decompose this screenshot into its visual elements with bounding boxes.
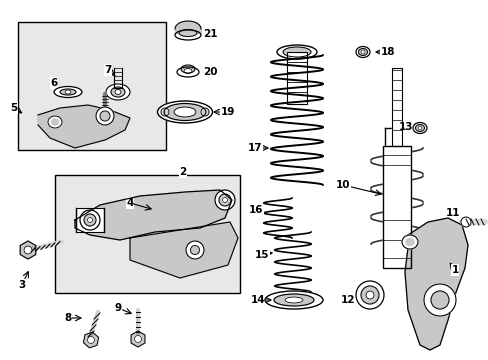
Ellipse shape xyxy=(185,241,203,259)
Text: 7: 7 xyxy=(104,65,111,75)
Ellipse shape xyxy=(87,217,92,222)
Text: 1: 1 xyxy=(450,265,458,275)
Ellipse shape xyxy=(355,46,369,58)
Ellipse shape xyxy=(87,337,94,343)
Ellipse shape xyxy=(430,291,448,309)
Ellipse shape xyxy=(115,90,121,94)
Text: 21: 21 xyxy=(203,29,217,39)
Ellipse shape xyxy=(283,47,310,57)
Text: 2: 2 xyxy=(179,167,186,177)
Ellipse shape xyxy=(106,84,130,100)
Ellipse shape xyxy=(181,65,195,73)
Ellipse shape xyxy=(161,108,169,116)
Ellipse shape xyxy=(65,90,71,94)
Ellipse shape xyxy=(134,336,141,342)
Ellipse shape xyxy=(203,110,206,114)
Bar xyxy=(382,146,410,268)
Text: 3: 3 xyxy=(19,280,25,290)
Text: 16: 16 xyxy=(248,205,263,215)
Ellipse shape xyxy=(460,217,470,227)
Text: 19: 19 xyxy=(221,107,235,117)
Ellipse shape xyxy=(111,87,125,97)
Text: 14: 14 xyxy=(250,295,265,305)
Ellipse shape xyxy=(54,86,82,98)
Ellipse shape xyxy=(276,45,316,59)
Ellipse shape xyxy=(48,116,62,128)
Ellipse shape xyxy=(264,291,323,309)
Bar xyxy=(391,68,401,146)
Ellipse shape xyxy=(183,68,192,73)
Polygon shape xyxy=(404,218,467,350)
Bar xyxy=(18,22,165,150)
Ellipse shape xyxy=(401,235,417,249)
Ellipse shape xyxy=(190,246,199,255)
Ellipse shape xyxy=(80,210,100,230)
Bar xyxy=(286,52,306,104)
Ellipse shape xyxy=(423,284,455,316)
Ellipse shape xyxy=(157,101,212,123)
Ellipse shape xyxy=(415,125,424,131)
Ellipse shape xyxy=(163,110,167,114)
Text: 11: 11 xyxy=(445,208,459,218)
Ellipse shape xyxy=(360,50,364,54)
Bar xyxy=(55,175,240,293)
Ellipse shape xyxy=(51,119,59,125)
Ellipse shape xyxy=(405,238,413,246)
Text: 17: 17 xyxy=(247,143,262,153)
Text: 10: 10 xyxy=(335,180,349,190)
Text: 12: 12 xyxy=(340,295,354,305)
Ellipse shape xyxy=(365,291,373,299)
Ellipse shape xyxy=(100,111,110,121)
Text: 5: 5 xyxy=(10,103,18,113)
Polygon shape xyxy=(130,222,238,278)
Ellipse shape xyxy=(285,297,303,303)
Polygon shape xyxy=(75,190,231,240)
Bar xyxy=(286,52,306,104)
Polygon shape xyxy=(38,105,130,148)
Ellipse shape xyxy=(174,107,196,117)
Ellipse shape xyxy=(179,30,197,36)
Text: 20: 20 xyxy=(203,67,217,77)
Text: 13: 13 xyxy=(398,122,412,132)
Bar xyxy=(382,146,410,268)
Text: 8: 8 xyxy=(64,313,71,323)
Ellipse shape xyxy=(222,198,227,202)
Ellipse shape xyxy=(60,89,76,95)
Text: 15: 15 xyxy=(254,250,269,260)
Text: 9: 9 xyxy=(114,303,122,313)
Ellipse shape xyxy=(215,190,235,210)
Text: 18: 18 xyxy=(380,47,394,57)
Ellipse shape xyxy=(417,126,421,130)
Ellipse shape xyxy=(24,246,32,254)
Bar xyxy=(391,68,401,146)
Ellipse shape xyxy=(96,107,114,125)
Ellipse shape xyxy=(360,286,378,304)
Ellipse shape xyxy=(412,122,426,134)
Ellipse shape xyxy=(177,67,199,77)
Ellipse shape xyxy=(219,194,230,206)
Ellipse shape xyxy=(84,214,96,226)
Ellipse shape xyxy=(175,30,201,40)
Text: 4: 4 xyxy=(126,198,133,208)
Ellipse shape xyxy=(273,294,313,306)
Text: 6: 6 xyxy=(50,78,58,88)
Bar xyxy=(76,208,104,232)
Bar xyxy=(76,208,104,232)
Ellipse shape xyxy=(201,108,208,116)
Ellipse shape xyxy=(163,104,205,121)
Ellipse shape xyxy=(358,49,367,55)
Ellipse shape xyxy=(355,281,383,309)
